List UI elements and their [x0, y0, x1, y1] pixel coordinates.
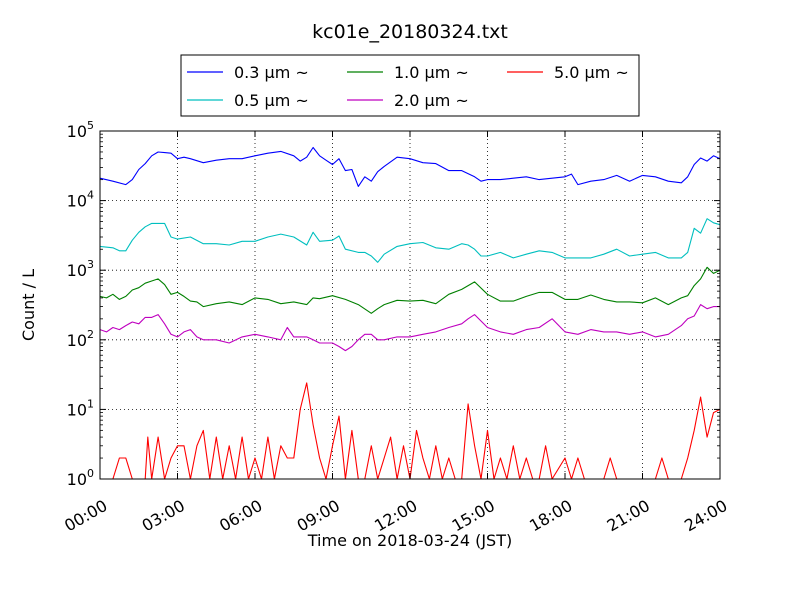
- y-tick-label: 104: [67, 189, 94, 211]
- legend-label-2: 0.5 μm ~: [234, 91, 309, 110]
- y-axis-label: Count / L: [19, 269, 38, 341]
- y-tick-label: 101: [67, 397, 94, 419]
- y-tick-labels: 100 101 102 103 104 105: [67, 119, 94, 489]
- legend: 0.3 μm ~ 0.5 μm ~ 1.0 μm ~ 2.0 μm ~ 5.0 μm ~: [180, 54, 640, 117]
- chart-title: kc01e_20180324.txt: [312, 21, 508, 43]
- y-tick-label: 103: [67, 258, 94, 280]
- legend-label-1: 0.3 μm ~: [234, 63, 309, 82]
- grid: [100, 131, 720, 479]
- y-tick-label: 102: [67, 328, 94, 350]
- axis-ticks: [99, 130, 721, 480]
- y-tick-label: 100: [67, 467, 94, 489]
- x-axis-label: Time on 2018-03-24 (JST): [307, 531, 512, 550]
- series-line-4: [99, 304, 720, 352]
- legend-label-4: 2.0 μm ~: [394, 91, 469, 110]
- series-line-2: [99, 218, 721, 263]
- series-line-3: [99, 266, 721, 314]
- y-tick-label: 105: [67, 119, 94, 141]
- legend-label-3: 1.0 μm ~: [394, 63, 469, 82]
- series-line-1: [99, 146, 721, 187]
- legend-label-5: 5.0 μm ~: [554, 63, 629, 82]
- legend-box: [180, 54, 640, 117]
